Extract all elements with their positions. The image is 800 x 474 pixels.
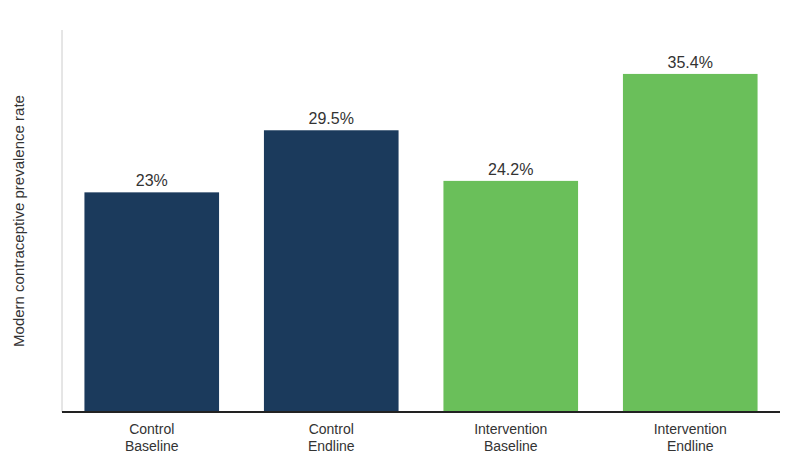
plot: 23%29.5%24.2%35.4%ControlBaselineControl… (10, 30, 780, 454)
x-tick-label: InterventionBaseline (474, 421, 547, 454)
x-tick-label: ControlEndline (308, 421, 355, 454)
background (0, 0, 800, 474)
data-labels: 23% 29.5% 24.2% 35.4% (136, 54, 713, 189)
x-tick-labels: ControlBaselineControlEndlineInterventio… (125, 421, 727, 454)
y-axis-line (62, 30, 63, 412)
bar (84, 192, 219, 412)
x-tick-label: ControlBaseline (125, 421, 179, 454)
page: {"chart_data": {"type": "bar", "categori… (0, 0, 800, 474)
bar (264, 130, 399, 412)
y-axis-label: Modern contraceptive prevalence rate (10, 95, 27, 347)
data-label: 29.5% (309, 110, 354, 127)
x-tick-label-line: Baseline (484, 438, 538, 454)
x-tick-label: InterventionEndline (654, 421, 727, 454)
x-tick-label-line: Intervention (474, 421, 547, 437)
bar (443, 181, 578, 412)
x-tick-label-line: Endline (667, 438, 714, 454)
x-tick-label-line: Intervention (654, 421, 727, 437)
x-tick-label-line: Control (129, 421, 174, 437)
chart-svg: 23%29.5%24.2%35.4%ControlBaselineControl… (0, 0, 800, 474)
bars (84, 74, 757, 412)
data-label: 23% (136, 172, 168, 189)
bar (623, 74, 758, 412)
x-tick-label-line: Endline (308, 438, 355, 454)
data-label: 24.2% (488, 161, 533, 178)
chart-container: 23%29.5%24.2%35.4%ControlBaselineControl… (0, 0, 800, 474)
x-tick-label-line: Baseline (125, 438, 179, 454)
data-label: 35.4% (668, 54, 713, 71)
x-tick-label-line: Control (309, 421, 354, 437)
x-axis-line (62, 411, 780, 413)
